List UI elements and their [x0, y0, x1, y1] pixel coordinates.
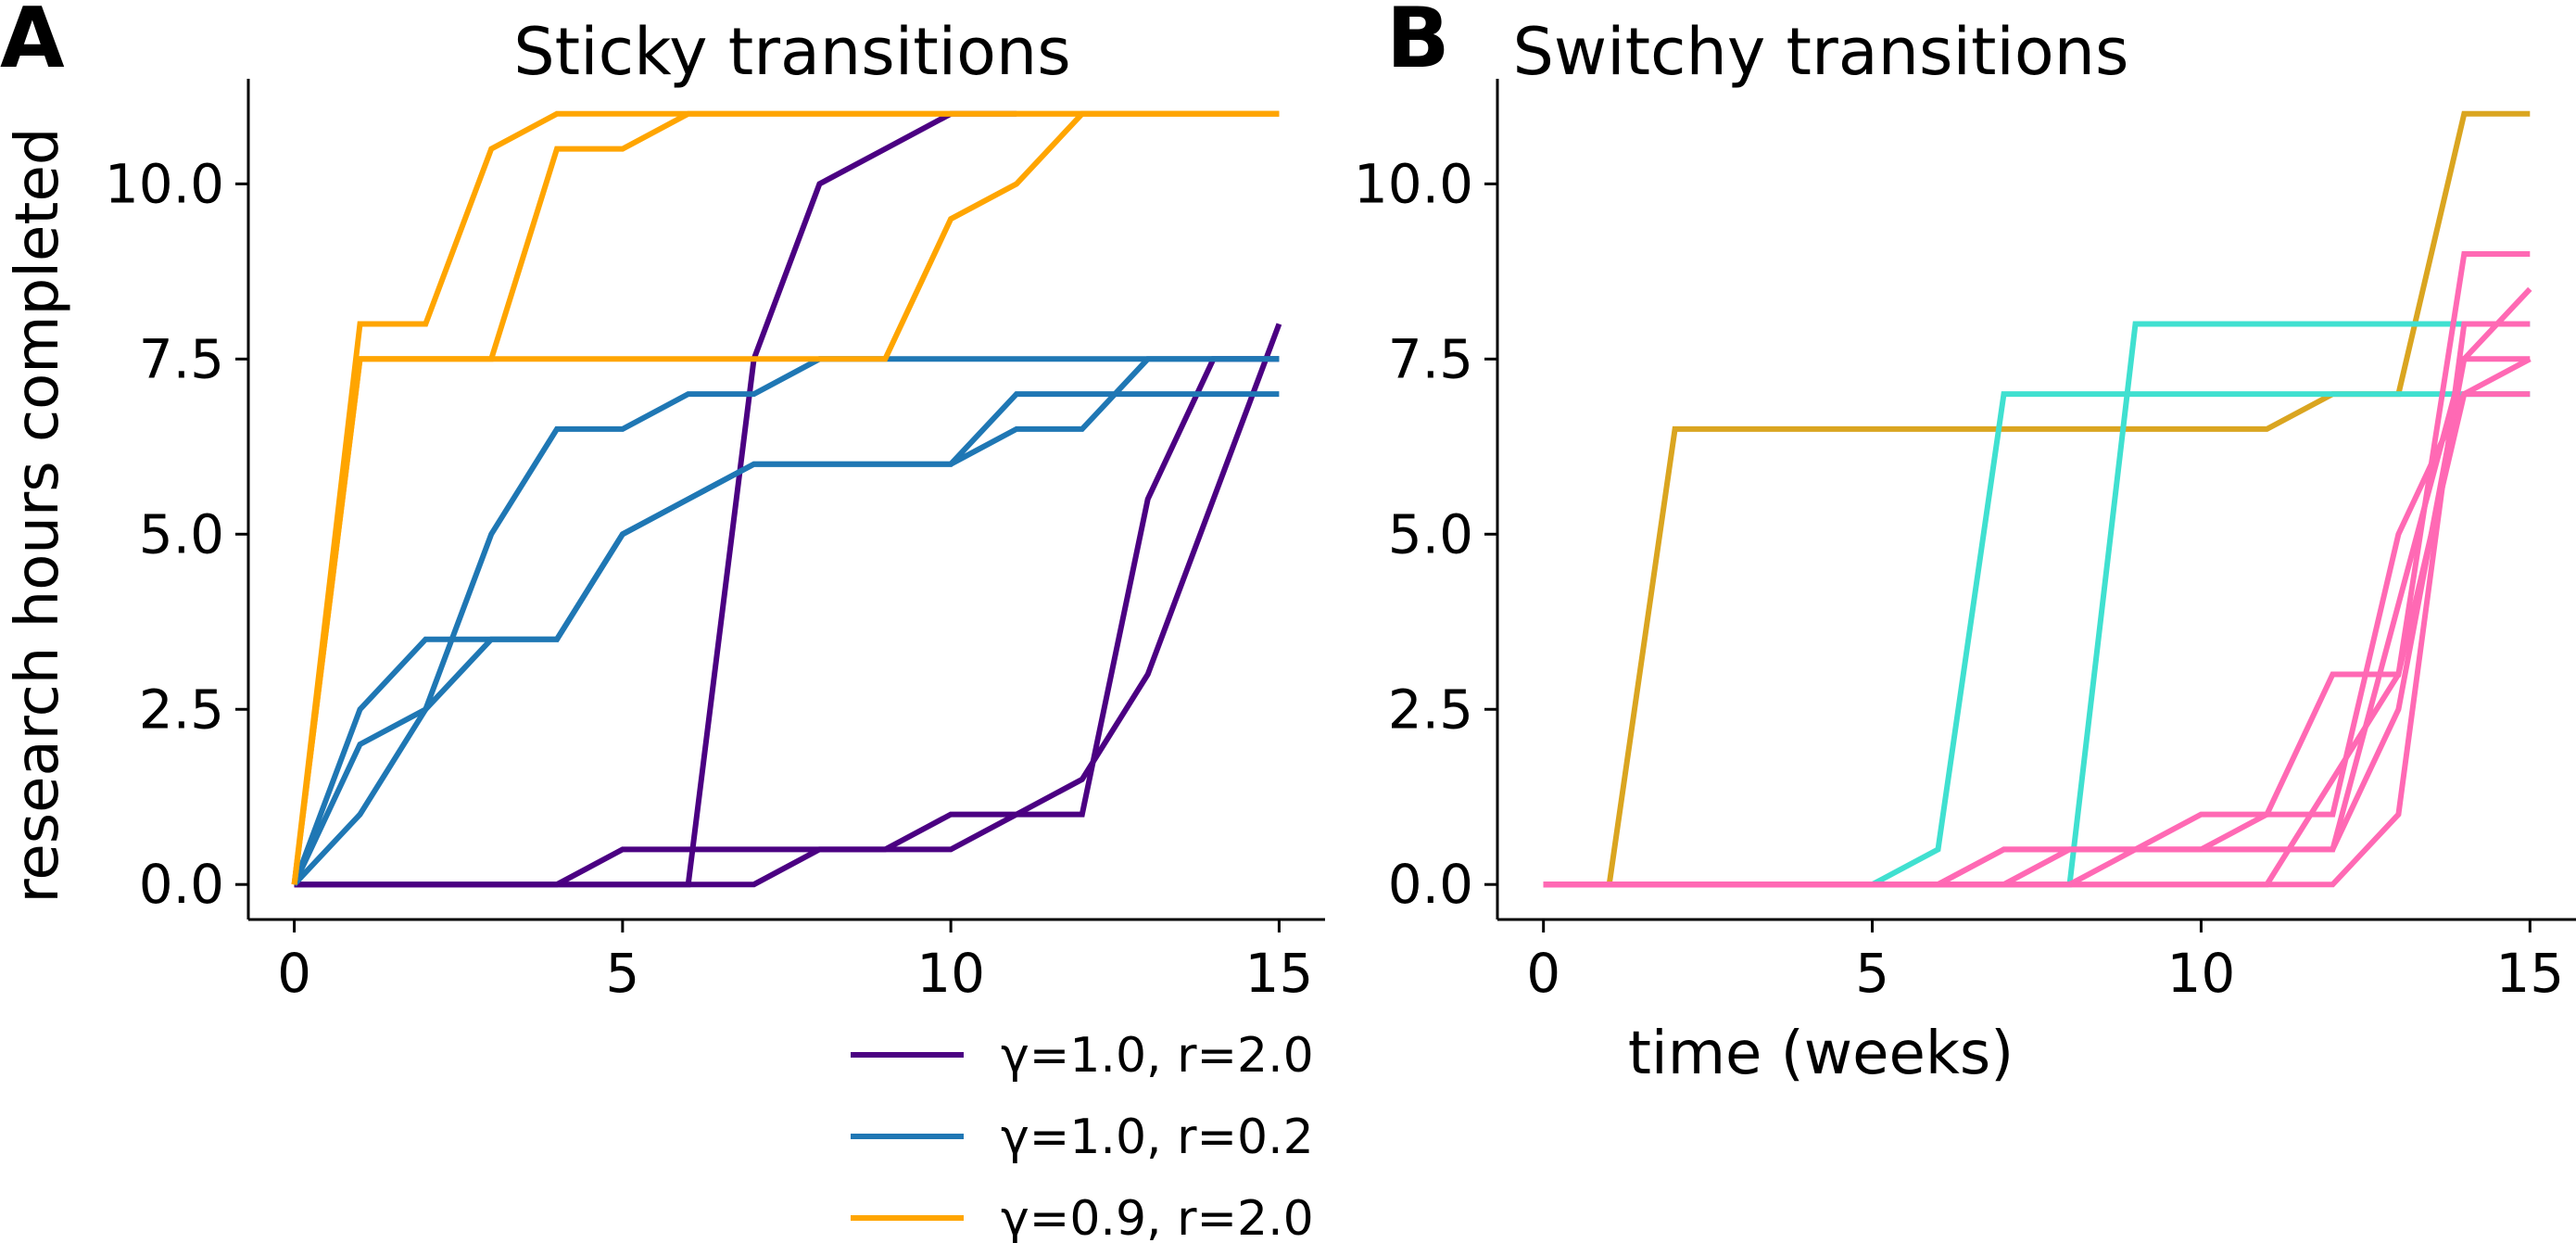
- x-tick-label: 5: [1855, 942, 1889, 1005]
- y-tick-label: 7.5: [1388, 327, 1473, 390]
- x-tick-label: 0: [1526, 942, 1560, 1005]
- y-axis-label: research hours completed: [4, 127, 72, 903]
- series-line-gamma1_r02: [291, 356, 1280, 886]
- x-tick-label: 10: [916, 942, 985, 1005]
- y-tick-label: 2.5: [139, 678, 224, 741]
- series-line-gamma1_r2: [294, 356, 1280, 888]
- series-line-gamma09_r2: [291, 110, 1280, 885]
- series-line-switchy_pink: [1543, 356, 2532, 888]
- legend: γ=1.0, r=2.0 γ=1.0, r=0.2 γ=0.9, r=2.0: [851, 1028, 1314, 1243]
- panel-b-axes: 0 5 10 15 0.0 2.5 5.0 7.5 10.0: [1354, 79, 2576, 1005]
- x-axis-label-panel-b: time (weeks): [1628, 1020, 2014, 1088]
- series-line-switchy_cyan: [1543, 391, 2531, 888]
- y-tick-label: 0.0: [139, 853, 224, 916]
- series-line-gamma09_r2: [291, 110, 1280, 885]
- panel-a-title: Sticky transitions: [513, 14, 1071, 90]
- x-tick-label: 0: [277, 942, 311, 1005]
- series-line-switchy_pink: [1543, 251, 2531, 888]
- y-tick-label: 0.0: [1388, 853, 1473, 916]
- x-tick-label: 10: [2167, 942, 2236, 1005]
- series-line-switchy_pink: [1543, 391, 2531, 888]
- panel-letter-a: A: [0, 0, 65, 87]
- x-tick-label: 5: [605, 942, 639, 1005]
- x-tick-label: 15: [2495, 942, 2564, 1005]
- panel-letter-b: B: [1386, 0, 1450, 87]
- y-tick-label: 5.0: [1388, 502, 1473, 565]
- series-line-gamma1_r2: [294, 110, 1017, 888]
- series-line-gamma1_r2: [294, 323, 1282, 888]
- y-tick-label: 2.5: [1388, 678, 1473, 741]
- series-line-switchy_gold: [1543, 110, 2531, 888]
- series-line-gamma1_r02: [291, 391, 1280, 886]
- y-tick-label: 7.5: [139, 327, 224, 390]
- series-line-switchy_pink: [1543, 356, 2531, 888]
- panel-b-title: Switchy transitions: [1512, 14, 2128, 90]
- legend-label: γ=1.0, r=2.0: [1001, 1028, 1314, 1084]
- series-line-gamma09_r2: [291, 110, 1280, 885]
- legend-label: γ=1.0, r=0.2: [1001, 1110, 1314, 1165]
- series-line-switchy_pink: [1543, 286, 2532, 888]
- legend-label: γ=0.9, r=2.0: [1001, 1191, 1314, 1243]
- y-tick-label: 5.0: [139, 502, 224, 565]
- series-line-gamma1_r02: [292, 356, 1280, 887]
- panel-a-axes: 0 5 10 15 0.0 2.5 5.0 7.5 10.0: [105, 79, 1325, 1005]
- y-tick-label: 10.0: [105, 152, 224, 215]
- x-tick-label: 15: [1244, 942, 1313, 1005]
- y-tick-label: 10.0: [1354, 152, 1473, 215]
